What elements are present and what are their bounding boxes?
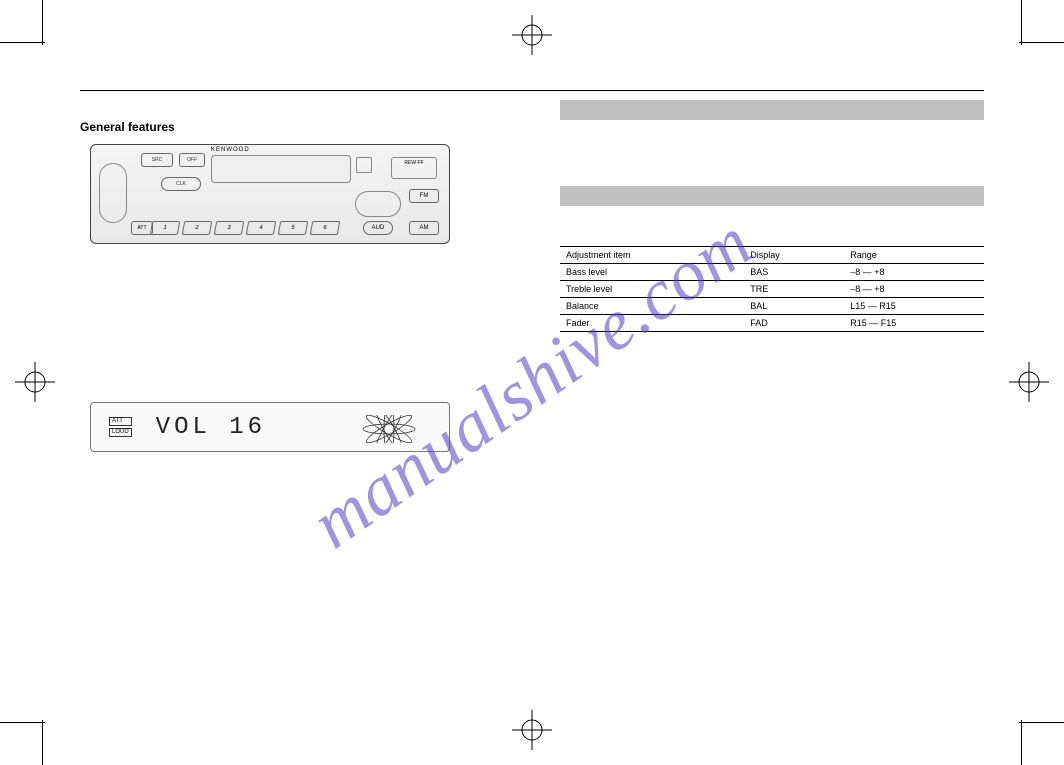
seek-buttons [355,191,401,217]
crop-mark [42,720,43,765]
clk-button: CLK [161,177,201,191]
crop-mark [0,42,45,43]
flower-icon [359,415,419,448]
fm-button: FM [409,189,439,203]
crop-mark [1021,720,1022,765]
registration-mark [1009,362,1049,402]
preset-row: 1 2 3 4 5 6 [151,221,339,235]
crop-mark [1019,722,1064,723]
stereo-diagram: KENWOOD SRC OFF CLK REW FF FM AM AUD ATT… [80,144,510,244]
page-heading: General features [80,120,510,134]
section-bar-source: Selecting the source [560,100,984,120]
att-indicator: ATT [109,417,132,426]
table-row: Fader FAD R15 — F15 [560,315,984,332]
eject-button [356,157,372,173]
section-bar-volume: Volume [560,186,984,206]
segment-display: VOL 16 [156,414,266,441]
preset-5: 5 [278,221,308,235]
preset-4: 4 [246,221,276,235]
registration-mark [512,15,552,55]
table-header-row: Adjustment item Display Range [560,247,984,264]
preset-3: 3 [214,221,244,235]
display-panel: ATT LOUD VOL 16 [90,402,450,452]
preset-6: 6 [310,221,340,235]
crop-mark [1019,42,1064,43]
rew-ff-button: REW FF [391,157,437,179]
stereo-faceplate: KENWOOD SRC OFF CLK REW FF FM AM AUD ATT… [90,144,450,244]
table-header: Range [844,247,984,264]
right-column: Selecting the source Volume Adjustment i… [560,100,984,332]
aud-button: AUD [363,221,393,235]
top-rule [80,90,984,91]
loud-indicator: LOUD [109,428,132,437]
table-row: Balance BAL L15 — R15 [560,298,984,315]
preset-1: 1 [150,221,180,235]
audio-control-table: Adjustment item Display Range Bass level… [560,246,984,332]
preset-2: 2 [182,221,212,235]
crop-mark [42,0,43,45]
page-content: General features KENWOOD SRC OFF CLK REW… [80,90,984,675]
table-row: Bass level BAS –8 — +8 [560,264,984,281]
off-button: OFF [179,153,205,167]
registration-mark [512,710,552,750]
registration-mark [15,362,55,402]
cassette-slot [211,155,351,183]
crop-mark [1021,0,1022,45]
src-button: SRC [141,153,173,167]
left-column: General features KENWOOD SRC OFF CLK REW… [80,120,510,532]
volume-knob [99,163,127,223]
table-row: Treble level TRE –8 — +8 [560,281,984,298]
am-button: AM [409,221,439,235]
brand-label: KENWOOD [211,147,250,153]
table-header: Adjustment item [560,247,744,264]
table-header: Display [744,247,844,264]
crop-mark [0,722,45,723]
